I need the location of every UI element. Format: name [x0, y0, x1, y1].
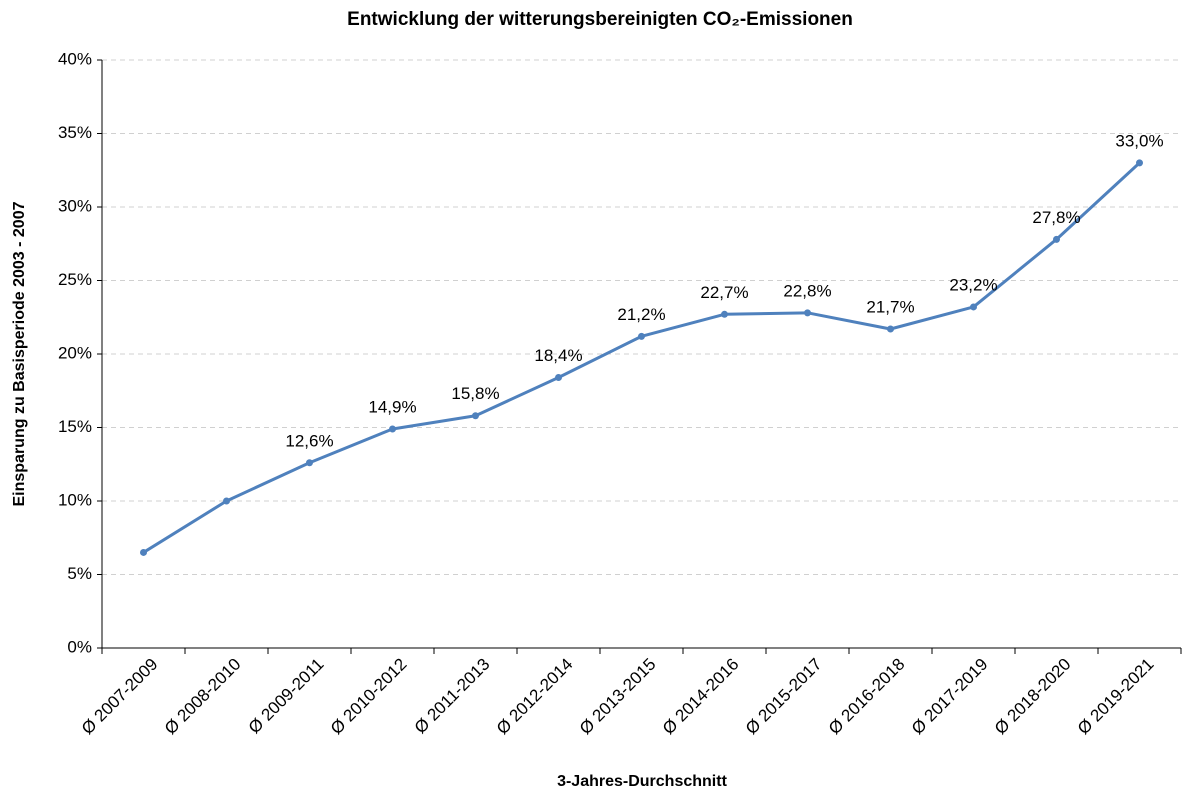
x-tick-label: Ø 2013-2015 — [576, 655, 660, 739]
x-tick-label: Ø 2010-2012 — [327, 655, 411, 739]
data-label: 33,0% — [1115, 131, 1163, 150]
x-tick-label: Ø 2011-2013 — [411, 655, 494, 738]
data-point — [970, 303, 977, 311]
y-tick-label: 30% — [58, 196, 92, 215]
y-tick-label: 40% — [58, 49, 92, 68]
data-label: 14,9% — [368, 397, 416, 416]
data-label: 22,7% — [700, 283, 748, 302]
data-point — [472, 412, 479, 420]
x-tick-label: Ø 2018-2020 — [991, 655, 1075, 739]
data-point — [1136, 159, 1143, 167]
data-point — [306, 459, 313, 467]
y-tick-label: 10% — [58, 490, 92, 509]
x-tick-label: Ø 2009-2011 — [245, 655, 328, 738]
data-point — [1053, 235, 1060, 243]
chart-title: Entwicklung der witterungsbereinigten CO… — [347, 9, 853, 30]
data-label: 27,8% — [1032, 208, 1080, 227]
x-axis-title: 3-Jahres-Durchschnitt — [557, 773, 727, 790]
x-tick-label: Ø 2016-2018 — [825, 655, 909, 739]
data-point — [389, 425, 396, 433]
x-tick-label: Ø 2007-2009 — [78, 655, 162, 739]
data-point — [638, 332, 645, 340]
x-tick-label: Ø 2017-2019 — [908, 655, 992, 739]
x-tick-label: Ø 2015-2017 — [742, 655, 826, 739]
y-tick-label: 15% — [58, 417, 92, 436]
y-tick-label: 0% — [67, 637, 92, 656]
data-point — [887, 325, 894, 333]
data-label: 21,7% — [866, 297, 914, 316]
data-label: 18,4% — [534, 346, 582, 365]
x-tick-label: Ø 2008-2010 — [161, 655, 245, 739]
y-tick-label: 20% — [58, 343, 92, 362]
data-label: 21,2% — [617, 305, 665, 324]
data-label: 22,8% — [783, 281, 831, 300]
y-axis-title: Einsparung zu Basisperiode 2003 - 2007 — [11, 201, 28, 506]
data-label: 15,8% — [451, 384, 499, 403]
data-point — [804, 309, 811, 317]
x-tick-label: Ø 2019-2021 — [1074, 655, 1158, 739]
x-tick-label: Ø 2014-2016 — [659, 655, 743, 739]
data-point — [223, 497, 230, 505]
y-tick-label: 25% — [58, 270, 92, 289]
data-line — [142, 161, 1141, 554]
data-label: 23,2% — [949, 275, 997, 294]
data-point — [555, 374, 562, 382]
data-point — [721, 310, 728, 318]
data-point — [140, 548, 147, 556]
y-tick-label: 35% — [58, 123, 92, 142]
y-tick-label: 5% — [67, 564, 92, 583]
x-tick-label: Ø 2012-2014 — [493, 655, 577, 739]
data-label: 12,6% — [285, 431, 333, 450]
